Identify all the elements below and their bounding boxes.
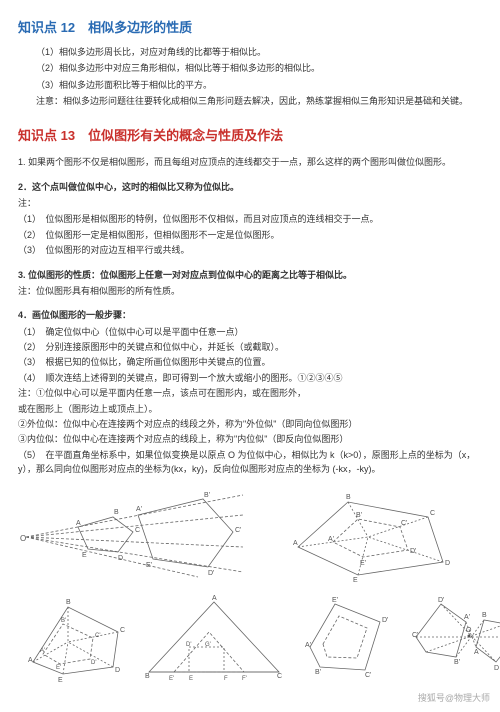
svg-text:F': F' (242, 676, 247, 682)
kp13-s4-sub-4: ③内位似：位似中心在连接两个对应点的线段上，称为"内位似"（即反向位似图形） (18, 432, 482, 446)
kp13-s2-note: 注： (18, 196, 482, 210)
svg-text:E': E' (332, 597, 338, 604)
svg-text:B': B' (61, 618, 66, 624)
svg-text:E: E (82, 552, 87, 559)
svg-text:B: B (346, 494, 351, 501)
svg-text:D': D' (91, 660, 96, 666)
figure-5: A' E' D' C' B' (295, 592, 400, 682)
kp13-s3-heading: 3. 位似图形的性质：位似图形上任意一对对应点到位似中心的距离之比等于相似比。 (18, 268, 482, 282)
svg-text:A': A' (305, 642, 311, 649)
svg-text:C': C' (95, 633, 100, 639)
svg-text:D': D' (382, 617, 388, 624)
svg-text:E': E' (360, 560, 366, 567)
svg-text:D: D (118, 555, 123, 562)
svg-text:A': A' (328, 536, 334, 543)
svg-text:B: B (66, 599, 71, 606)
svg-text:G': G' (205, 642, 211, 648)
svg-text:E': E' (146, 562, 152, 569)
kp13-s4-item-3: （3） 根据已知的位似比，确定所画位似图形中关键点的位置。 (18, 355, 482, 369)
kp13-s4-sub-2: 或在图形上（图形边上或顶点上）。 (18, 402, 482, 416)
svg-text:B: B (114, 509, 119, 516)
svg-text:O: O (20, 534, 26, 543)
svg-text:D': D' (186, 642, 191, 648)
kp12-item-3: （3）相似多边形面积比等于相似比的平方。 (36, 78, 482, 92)
svg-text:B: B (482, 612, 487, 619)
svg-text:B: B (145, 673, 150, 680)
svg-text:B': B' (315, 669, 321, 676)
svg-text:D': D' (410, 548, 416, 555)
svg-text:E: E (353, 577, 358, 582)
svg-text:A: A (76, 520, 81, 527)
svg-text:B': B' (454, 659, 460, 666)
kp12-title: 知识点 12 相似多边形的性质 (18, 18, 482, 39)
svg-text:A: A (28, 657, 33, 664)
svg-text:A': A' (136, 506, 142, 513)
svg-text:B': B' (356, 512, 362, 519)
kp13-s2-item-2: （2） 位似图形一定是相似图形，但相似图形不一定是位似图形。 (18, 228, 482, 242)
kp12-item-1: （1）相似多边形周长比，对应对角线的比都等于相似比。 (36, 45, 482, 59)
kp13-s4-item-4: （4） 顺次连结上述得到的关键点，即可得到一个放大或缩小的图形。①②③④⑤ (18, 371, 482, 385)
svg-text:C': C' (365, 672, 371, 679)
figures-row-1: O A B C D E A' B' C' D' E' A (18, 487, 482, 582)
kp13-s2-item-3: （3） 位似图形的对应边互相平行或共线。 (18, 243, 482, 257)
figure-3: A B C D E A' B' C' D' E' (18, 592, 133, 682)
kp13-s4-item-2: （2） 分别连接原图形中的关键点和位似中心，并延长（或截取）。 (18, 340, 482, 354)
kp13-s4-sub-1: 注：①位似中心可以是平面内任意一点，该点可在图形内，或在图形外， (18, 386, 482, 400)
watermark: 搜狐号@物理大师 (418, 691, 490, 705)
svg-text:E': E' (169, 676, 174, 682)
svg-text:C: C (120, 627, 125, 634)
svg-text:D: D (445, 560, 450, 567)
svg-text:C: C (430, 510, 435, 517)
kp13-s4-heading: 4．画位似图形的一般步骤： (18, 308, 482, 322)
svg-text:E: E (58, 677, 63, 682)
svg-text:F: F (224, 676, 228, 682)
kp13-s4-item-1: （1） 确定位似中心（位似中心可以是平面中任意一点） (18, 325, 482, 339)
kp12-body: （1）相似多边形周长比，对应对角线的比都等于相似比。 （2）相似多边形中对应三角… (18, 45, 482, 109)
kp13-s4-sub-3: ②外位似：位似中心在连接两个对应点的线段之外，称为"外位似"（即同向位似图形） (18, 417, 482, 431)
svg-text:C: C (277, 673, 282, 680)
figure-1: O A B C D E A' B' C' D' E' (18, 487, 248, 582)
kp13-s2-item-1: （1） 位似图形是相似图形的特例，位似图形不仅相似，而且对应顶点的连线相交于一点… (18, 212, 482, 226)
svg-text:O: O (466, 627, 472, 634)
svg-text:E': E' (56, 665, 61, 671)
kp13-s3-note: 注：位似图形具有相似图形的所有性质。 (18, 284, 482, 298)
svg-text:A': A' (40, 648, 45, 654)
figures-row-2: A B C D E A' B' C' D' E' A B C D' G' E' (18, 592, 482, 682)
svg-text:D: D (494, 665, 499, 672)
svg-text:A': A' (464, 614, 470, 621)
svg-text:A: A (293, 540, 298, 547)
svg-text:C: C (135, 527, 140, 534)
figure-4: A B C D' G' E' E F F' (139, 592, 289, 682)
svg-text:C': C' (401, 520, 407, 527)
kp13-s4-sub-5: （5） 在平面直角坐标系中，如果位似变换是以原点 O 为位似中心，相似比为 k（… (18, 448, 482, 477)
svg-text:B': B' (204, 492, 210, 499)
figure-6: O C' D' A' B' C D A B (406, 592, 500, 682)
svg-text:E: E (189, 676, 193, 682)
svg-text:C': C' (235, 527, 241, 534)
kp13-title: 知识点 13 位似图形有关的概念与性质及作法 (18, 126, 482, 147)
kp12-item-4: 注意：相似多边形问题往往要转化成相似三角形问题去解决，因此，熟练掌握相似三角形知… (36, 94, 482, 108)
svg-text:D: D (115, 667, 120, 674)
figure-2: A B C D E A' B' C' D' E' (254, 487, 482, 582)
kp13-intro: 1. 如果两个图形不仅是相似图形，而且每组对应顶点的连线都交于一点，那么这样的两… (18, 155, 482, 169)
svg-text:D': D' (208, 570, 214, 577)
svg-text:A: A (212, 595, 217, 602)
svg-text:D': D' (438, 597, 444, 604)
kp13-s2-heading: 2．这个点叫做位似中心，这时的相似比又称为位似比。 (18, 180, 482, 194)
svg-text:A: A (474, 649, 479, 656)
kp12-item-2: （2）相似多边形中对应三角形相似，相似比等于相似多边形的相似比。 (36, 61, 482, 75)
svg-text:C': C' (412, 632, 418, 639)
